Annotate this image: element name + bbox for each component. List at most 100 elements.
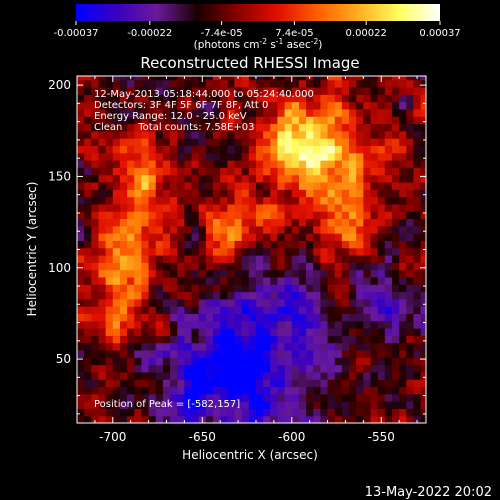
heatmap-cell bbox=[98, 342, 107, 351]
heatmap-cell bbox=[298, 269, 307, 278]
heatmap-cell bbox=[84, 94, 92, 103]
heatmap-cell bbox=[320, 269, 329, 278]
heatmap-cell bbox=[119, 138, 128, 146]
heatmap-cell bbox=[134, 189, 143, 198]
heatmap-cell bbox=[191, 138, 200, 146]
heatmap-cell bbox=[420, 94, 426, 103]
heatmap-cell bbox=[399, 108, 407, 117]
heatmap-cell bbox=[341, 138, 350, 146]
heatmap-cell bbox=[191, 203, 200, 212]
heatmap-cell bbox=[363, 152, 372, 161]
heatmap-cell bbox=[213, 203, 221, 212]
heatmap-cell bbox=[284, 342, 293, 351]
heatmap-cell bbox=[341, 254, 350, 263]
heatmap-cell bbox=[227, 225, 236, 234]
heatmap-cell bbox=[320, 94, 329, 103]
heatmap-cell bbox=[162, 138, 171, 146]
heatmap-cell bbox=[277, 262, 286, 271]
heatmap-cell bbox=[248, 342, 257, 351]
heatmap-cell bbox=[127, 254, 135, 263]
heatmap-cell bbox=[141, 116, 150, 125]
heatmap-cell bbox=[306, 247, 314, 256]
heatmap-cell bbox=[349, 211, 357, 220]
heatmap-cell bbox=[191, 79, 200, 88]
heatmap-cell bbox=[413, 240, 422, 249]
heatmap-cell bbox=[334, 357, 343, 366]
heatmap-cell bbox=[155, 349, 164, 358]
heatmap-cell bbox=[341, 225, 350, 234]
heatmap-cell bbox=[399, 328, 407, 336]
heatmap-cell bbox=[370, 101, 379, 110]
heatmap-cell bbox=[227, 240, 236, 249]
heatmap-cell bbox=[177, 401, 185, 409]
heatmap-cell bbox=[327, 79, 336, 88]
heatmap-cell bbox=[170, 116, 178, 125]
heatmap-cell bbox=[105, 167, 114, 176]
heatmap-cell bbox=[298, 130, 307, 139]
heatmap-cell bbox=[334, 401, 343, 409]
heatmap-cell bbox=[177, 306, 185, 315]
heatmap-cell bbox=[399, 313, 407, 322]
heatmap-cell bbox=[313, 349, 322, 358]
heatmap-cell bbox=[263, 86, 271, 95]
heatmap-cell bbox=[413, 386, 422, 395]
heatmap-cell bbox=[105, 240, 114, 249]
heatmap-cell bbox=[363, 357, 372, 366]
heatmap-cell bbox=[98, 138, 107, 146]
heatmap-cell bbox=[377, 320, 386, 329]
heatmap-cell bbox=[399, 306, 407, 315]
y-tick-label: 100 bbox=[48, 261, 71, 275]
heatmap-cell bbox=[270, 306, 279, 315]
heatmap-cell bbox=[184, 335, 193, 344]
heatmap-cell bbox=[349, 94, 357, 103]
heatmap-cell bbox=[105, 123, 114, 132]
heatmap-cell bbox=[391, 357, 400, 366]
heatmap-cell bbox=[406, 189, 415, 198]
heatmap-cell bbox=[162, 379, 171, 388]
heatmap-cell bbox=[170, 247, 178, 256]
heatmap-cell bbox=[391, 379, 400, 388]
heatmap-cell bbox=[313, 408, 322, 417]
heatmap-cell bbox=[241, 174, 250, 183]
heatmap-cell bbox=[198, 284, 207, 293]
heatmap-cell bbox=[313, 189, 322, 198]
heatmap-cell bbox=[127, 357, 135, 366]
heatmap-cell bbox=[148, 218, 157, 227]
heatmap-cell bbox=[334, 76, 343, 81]
heatmap-cell bbox=[77, 108, 85, 117]
heatmap-cell bbox=[399, 130, 407, 139]
heatmap-cell bbox=[213, 181, 221, 190]
heatmap-cell bbox=[263, 262, 271, 271]
heatmap-cell bbox=[313, 94, 322, 103]
heatmap-cell bbox=[198, 167, 207, 176]
heatmap-cell bbox=[384, 371, 393, 380]
heatmap-cell bbox=[341, 174, 350, 183]
heatmap-cell bbox=[270, 247, 279, 256]
heatmap-cell bbox=[255, 94, 264, 103]
heatmap-cell bbox=[91, 276, 100, 285]
heatmap-cell bbox=[177, 254, 185, 263]
heatmap-cell bbox=[384, 123, 393, 132]
heatmap-cell bbox=[141, 108, 150, 117]
heatmap-cell bbox=[341, 371, 350, 380]
heatmap-cell bbox=[91, 313, 100, 322]
heatmap-cell bbox=[127, 196, 135, 205]
heatmap-cell bbox=[349, 357, 357, 366]
heatmap-cell bbox=[255, 174, 264, 183]
heatmap-cell bbox=[363, 225, 372, 234]
heatmap-cell bbox=[148, 379, 157, 388]
heatmap-cell bbox=[370, 247, 379, 256]
heatmap-cell bbox=[291, 160, 300, 168]
heatmap-cell bbox=[105, 152, 114, 161]
heatmap-cell bbox=[313, 320, 322, 329]
heatmap-cell bbox=[284, 254, 293, 263]
heatmap-cell bbox=[413, 408, 422, 417]
heatmap-cell bbox=[119, 211, 128, 220]
heatmap-cell bbox=[112, 160, 121, 168]
heatmap-cell bbox=[277, 145, 286, 154]
heatmap-cell bbox=[327, 313, 336, 322]
heatmap-cell bbox=[119, 342, 128, 351]
heatmap-cell bbox=[198, 247, 207, 256]
heatmap-cell bbox=[234, 225, 243, 234]
heatmap-cell bbox=[399, 160, 407, 168]
